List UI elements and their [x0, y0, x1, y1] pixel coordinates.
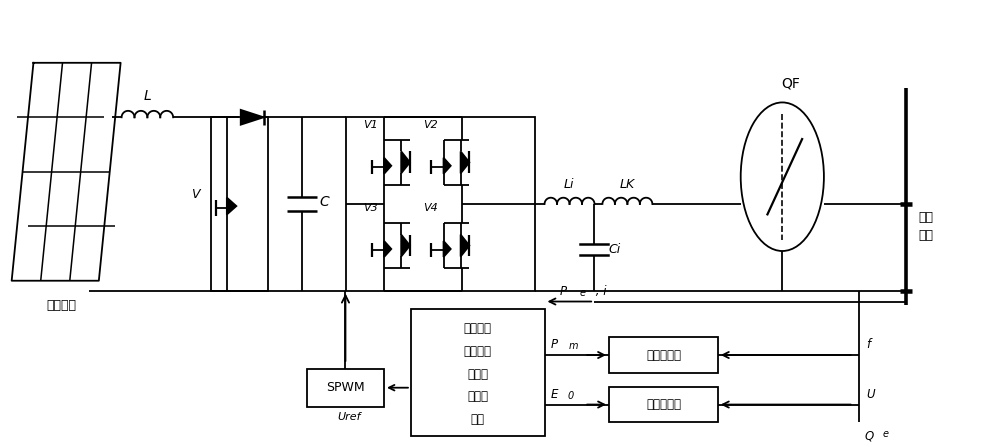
Text: m: m: [568, 341, 578, 351]
Text: V4: V4: [423, 203, 438, 213]
Polygon shape: [241, 110, 264, 125]
Bar: [211, 117, 268, 291]
Text: Q: Q: [865, 429, 874, 442]
Text: U: U: [867, 388, 875, 401]
Polygon shape: [444, 158, 451, 174]
Text: 光伏阵列: 光伏阵列: [47, 299, 77, 312]
Text: P: P: [559, 285, 567, 298]
Text: Uref: Uref: [338, 413, 361, 422]
Bar: [307, 369, 384, 406]
Text: Ci: Ci: [609, 243, 621, 256]
Polygon shape: [227, 198, 236, 215]
Text: , i: , i: [592, 285, 607, 298]
Bar: [609, 337, 718, 373]
Text: 控制: 控制: [471, 413, 485, 426]
Bar: [346, 117, 535, 291]
Text: 0: 0: [567, 391, 574, 401]
Text: L: L: [143, 89, 151, 103]
Polygon shape: [384, 158, 391, 174]
Text: 补偿的虚: 补偿的虚: [464, 345, 492, 358]
Text: P: P: [551, 338, 558, 351]
Polygon shape: [401, 235, 410, 257]
Text: e: e: [579, 287, 585, 298]
Polygon shape: [461, 235, 469, 257]
Text: V2: V2: [423, 120, 438, 130]
Text: e: e: [882, 429, 888, 439]
Polygon shape: [401, 152, 410, 173]
Text: 发电机: 发电机: [467, 390, 488, 404]
Text: LK: LK: [620, 178, 635, 191]
Text: 交流
母线: 交流 母线: [918, 211, 933, 242]
Text: QF: QF: [781, 76, 800, 91]
Text: V3: V3: [363, 203, 378, 213]
Text: 功频控制器: 功频控制器: [646, 349, 681, 362]
Text: V: V: [191, 188, 199, 201]
Text: C: C: [320, 195, 329, 209]
Text: V1: V1: [363, 120, 378, 130]
Bar: [609, 387, 718, 422]
Polygon shape: [461, 152, 469, 173]
Bar: [411, 309, 545, 436]
Text: 励磁控制器: 励磁控制器: [646, 398, 681, 411]
Text: E: E: [551, 388, 558, 401]
Text: SPWM: SPWM: [326, 381, 365, 394]
Polygon shape: [384, 241, 391, 257]
Polygon shape: [444, 241, 451, 257]
Text: f: f: [867, 338, 871, 351]
Text: Li: Li: [564, 178, 575, 191]
Text: 具有前馈: 具有前馈: [464, 322, 492, 335]
Text: 拟同步: 拟同步: [467, 367, 488, 380]
